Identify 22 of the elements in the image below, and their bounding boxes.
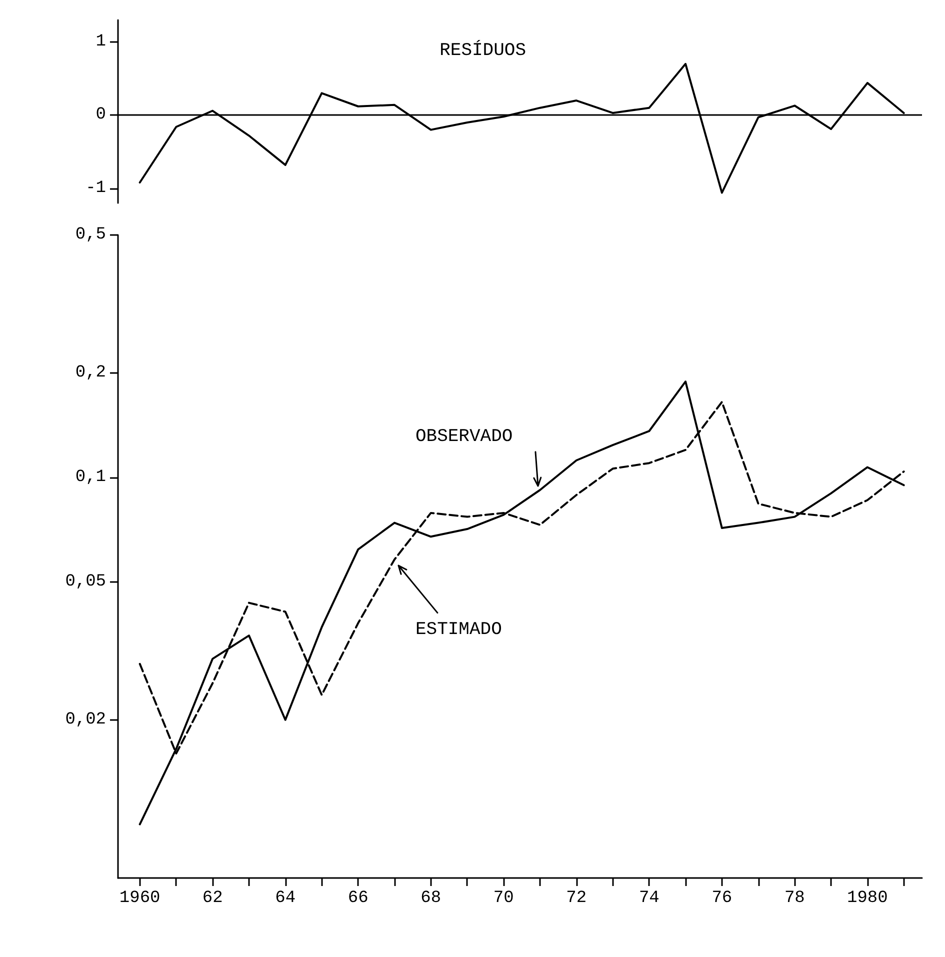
y-tick-label: 0,2 (75, 364, 106, 383)
x-tick-label: 1960 (119, 889, 160, 908)
text: RESÍDUOS (440, 40, 526, 61)
x-tick-label: 1980 (847, 889, 888, 908)
x-tick-label: 72 (566, 889, 587, 908)
y-tick-label: 0,1 (75, 468, 106, 487)
x-tick-label: 62 (202, 889, 223, 908)
x-tick-label: 74 (638, 889, 660, 908)
y-tick-label: 0,02 (65, 710, 106, 730)
y-tick-label: -1 (86, 178, 106, 198)
y-tick-label: 1 (96, 32, 106, 52)
y-tick-label: 0 (96, 106, 106, 125)
text: ESTIMADO (415, 620, 502, 640)
x-tick-label: 70 (493, 889, 514, 908)
text: OBSERVADO (415, 426, 513, 447)
x-tick-label: 68 (420, 889, 442, 908)
y-tick-label: 0,5 (75, 226, 106, 244)
x-tick-label: 78 (784, 889, 805, 908)
x-tick-label: 76 (712, 889, 732, 908)
y-tick-label: 0,05 (65, 572, 106, 592)
x-tick-label: 64 (275, 889, 296, 908)
x-tick-label: 66 (348, 889, 368, 908)
